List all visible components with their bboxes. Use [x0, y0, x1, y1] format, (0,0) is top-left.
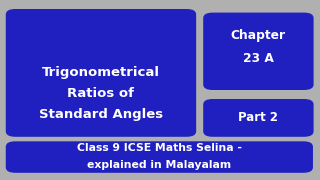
FancyBboxPatch shape: [6, 141, 313, 173]
Text: 23 A: 23 A: [243, 52, 274, 65]
FancyBboxPatch shape: [203, 99, 314, 137]
Text: Part 2: Part 2: [238, 111, 278, 124]
Text: Standard Angles: Standard Angles: [39, 108, 163, 121]
Text: Trigonometrical: Trigonometrical: [42, 66, 160, 79]
Text: Ratios of: Ratios of: [68, 87, 134, 100]
Text: Chapter: Chapter: [231, 30, 286, 42]
Text: explained in Malayalam: explained in Malayalam: [87, 160, 231, 170]
FancyBboxPatch shape: [203, 13, 314, 90]
Text: Class 9 ICSE Maths Selina -: Class 9 ICSE Maths Selina -: [77, 143, 242, 153]
FancyBboxPatch shape: [6, 9, 196, 137]
